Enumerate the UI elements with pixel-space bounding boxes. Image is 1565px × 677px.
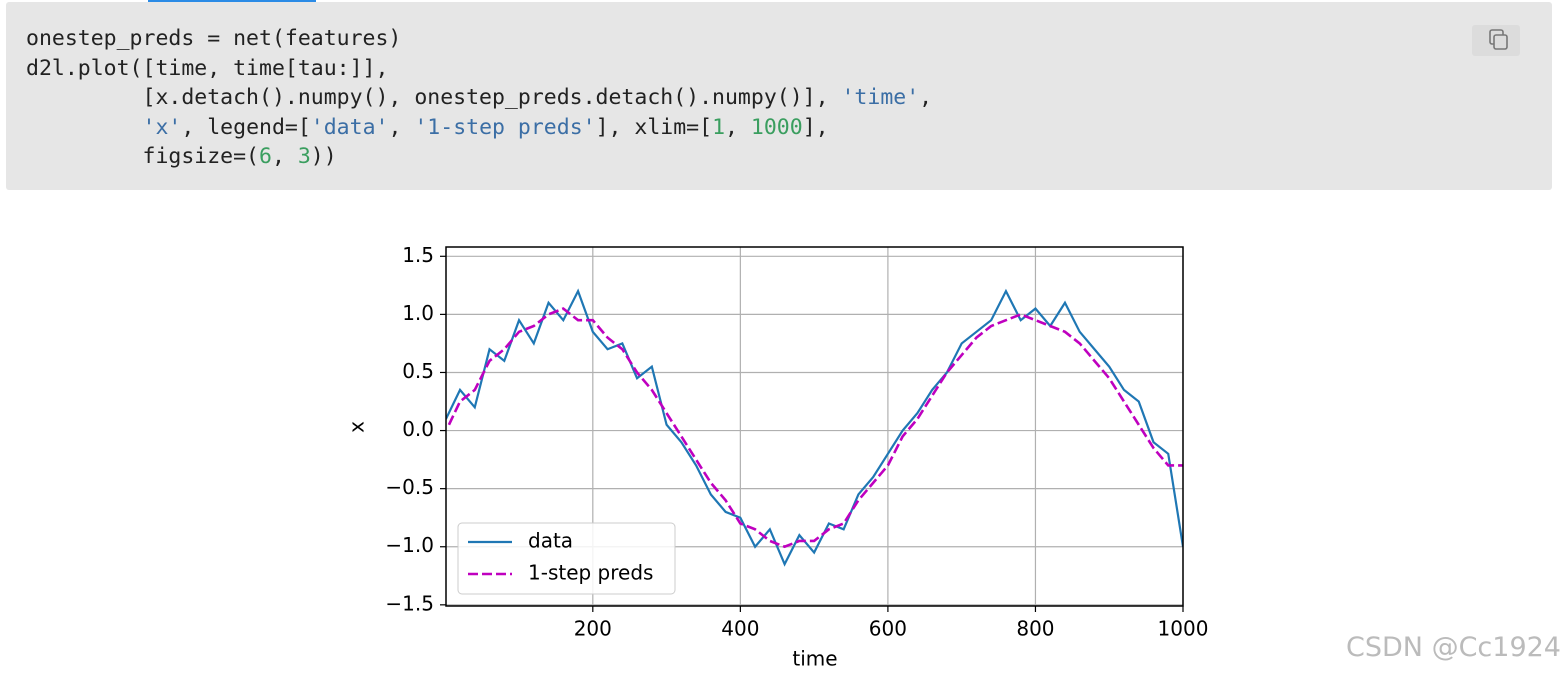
x-axis-label: time bbox=[792, 647, 837, 671]
y-tick-label: 1.5 bbox=[402, 243, 434, 267]
series-line bbox=[446, 288, 1183, 567]
y-tick-label: −1.5 bbox=[385, 591, 434, 615]
code-token: 1 bbox=[712, 114, 726, 140]
y-tick-label: 0.0 bbox=[402, 417, 434, 441]
code-token: 'time' bbox=[841, 85, 920, 110]
code-token: onestep_preds = net(features) bbox=[26, 26, 402, 51]
code-token: 6 bbox=[259, 144, 272, 169]
code-token: 3 bbox=[297, 144, 311, 169]
legend-box bbox=[457, 522, 676, 595]
code-token: ], xlim=[ bbox=[595, 114, 713, 140]
x-tick-label: 1000 bbox=[1158, 617, 1209, 641]
code-token: 'x' bbox=[142, 114, 182, 140]
code-token: figsize=( bbox=[26, 144, 259, 169]
code-token: , bbox=[388, 114, 415, 140]
code-token: )) bbox=[310, 144, 337, 169]
code-token: , bbox=[725, 114, 751, 140]
code-token: d2l.plot([time, time[tau:]], bbox=[26, 55, 389, 81]
plot-frame bbox=[445, 246, 1184, 607]
y-tick-label: 0.5 bbox=[402, 359, 434, 383]
code-token: , legend=[ bbox=[181, 114, 311, 140]
active-tab-indicator bbox=[148, 0, 316, 3]
x-tick-label: 600 bbox=[869, 617, 907, 641]
code: onestep_preds = net(features) d2l.plot([… bbox=[26, 24, 932, 172]
x-tick-label: 400 bbox=[721, 617, 759, 641]
series-line bbox=[447, 307, 1183, 549]
code-token: 'data' bbox=[310, 114, 389, 140]
legend-label: 1-step preds bbox=[528, 561, 653, 585]
code-token: , bbox=[271, 144, 298, 169]
copy-icon bbox=[1489, 29, 1508, 50]
y-tick-label: −1.0 bbox=[385, 533, 434, 557]
code-token: 1000 bbox=[750, 114, 803, 140]
x-tick-label: 800 bbox=[1016, 617, 1054, 641]
watermark: CSDN @Cc1924 bbox=[1346, 632, 1561, 663]
code-token: ], bbox=[802, 114, 829, 140]
copy-button[interactable] bbox=[1472, 25, 1520, 56]
code-token: '1-step preds' bbox=[414, 114, 596, 140]
y-tick-label: 1.0 bbox=[402, 301, 434, 325]
code-token: [x.detach().numpy(), onestep_preds.detac… bbox=[26, 85, 842, 110]
legend-label: data bbox=[528, 529, 573, 553]
code-token: , bbox=[919, 85, 933, 110]
x-tick-label: 200 bbox=[574, 617, 612, 641]
code-block: onestep_preds = net(features) d2l.plot([… bbox=[6, 2, 1552, 190]
y-tick-label: −0.5 bbox=[385, 475, 434, 499]
y-axis-label: x bbox=[345, 421, 369, 433]
